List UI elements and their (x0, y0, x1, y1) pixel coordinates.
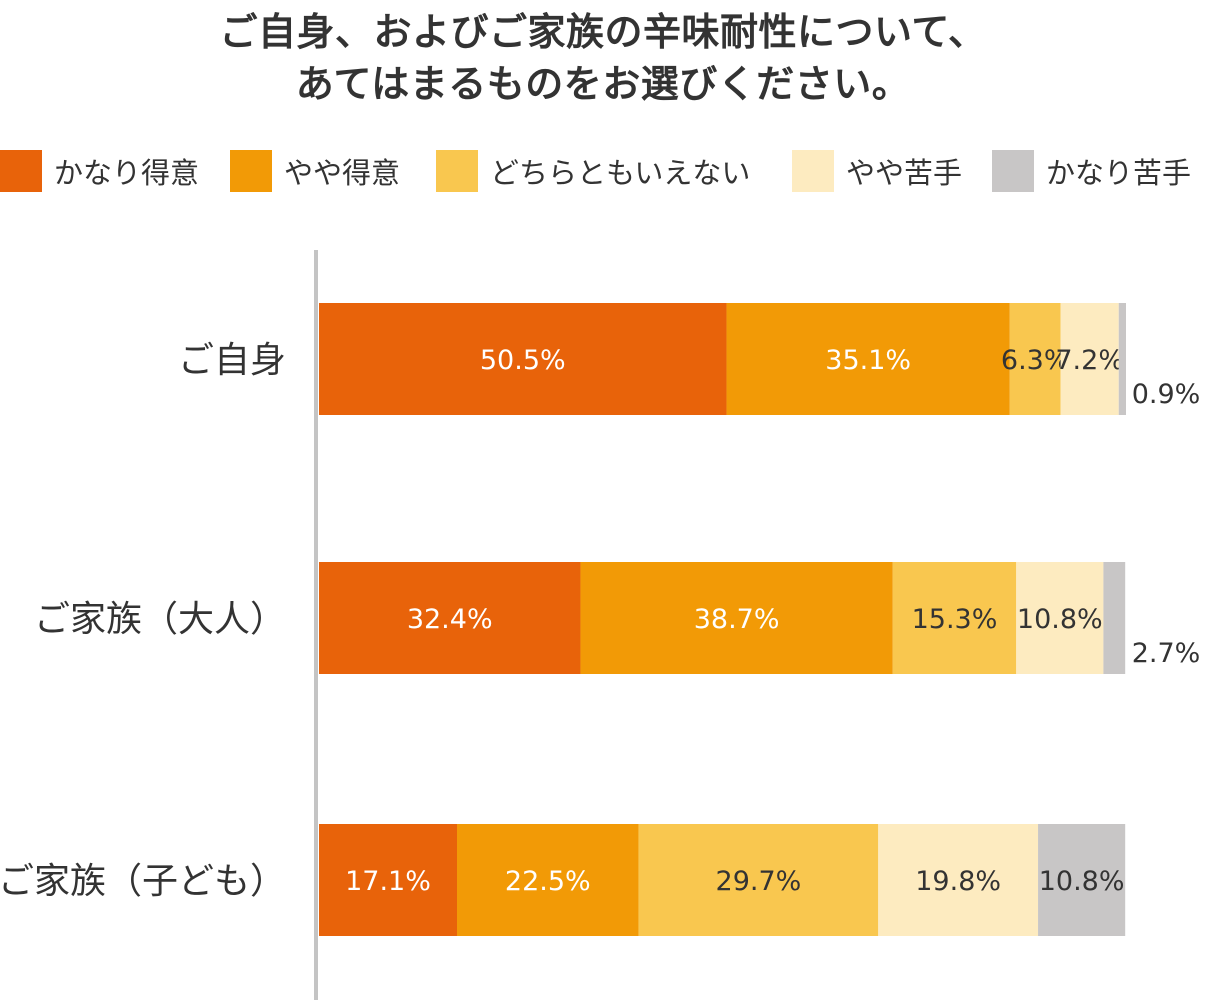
bar-segment-1-3 (1016, 562, 1104, 674)
bar-segment-0-3 (1060, 303, 1119, 415)
data-label-0-4: 0.9% (1132, 379, 1201, 410)
bar-segment-0-2 (1009, 303, 1061, 415)
bar-segment-2-3 (878, 824, 1039, 936)
data-label-0-0: 50.5% (480, 345, 566, 376)
bar-segment-2-2 (638, 824, 879, 936)
legend-label-4: かなり苦手 (1046, 156, 1192, 190)
legend-swatch-1 (230, 150, 272, 192)
bar-segment-1-1 (580, 562, 893, 674)
data-label-2-1: 22.5% (505, 866, 591, 897)
chart-title-line-1: ご自身、およびご家族の辛味耐性について、 (219, 10, 987, 54)
data-label-0-1: 35.1% (825, 345, 911, 376)
legend-item-2: どちらともいえない (436, 146, 750, 196)
bar-segment-0-0 (319, 303, 727, 415)
category-label-1: ご家族（大人） (34, 599, 286, 640)
chart-title: ご自身、およびご家族の辛味耐性について、 あてはまるものをお選びください。 (0, 6, 1206, 110)
data-label-1-0: 32.4% (407, 604, 493, 635)
legend-swatch-2 (436, 150, 478, 192)
legend-item-4: かなり苦手 (992, 146, 1191, 196)
data-label-1-3: 10.8% (1017, 604, 1103, 635)
data-label-2-4: 10.8% (1039, 866, 1125, 897)
category-label-0: ご自身 (178, 340, 286, 381)
bar-segment-2-0 (319, 824, 457, 936)
legend-item-1: やや得意 (230, 146, 400, 196)
legend-label-1: やや得意 (284, 156, 401, 190)
legend-item-3: やや苦手 (792, 146, 962, 196)
chart-title-line-2: あてはまるものをお選びください。 (295, 62, 911, 106)
data-label-2-0: 17.1% (345, 866, 431, 897)
data-label-1-1: 38.7% (694, 604, 780, 635)
legend: かなり得意 やや得意 どちらともいえない やや苦手 かなり苦手 (0, 146, 1206, 196)
legend-swatch-0 (0, 150, 42, 192)
data-label-1-2: 15.3% (912, 604, 998, 635)
data-label-2-3: 19.8% (915, 866, 1001, 897)
data-label-0-2: 6.3% (1001, 345, 1070, 376)
bar-segment-2-1 (456, 824, 639, 936)
legend-label-0: かなり得意 (54, 156, 200, 190)
legend-item-0: かなり得意 (0, 146, 199, 196)
legend-label-2: どちらともいえない (490, 156, 751, 190)
legend-swatch-4 (992, 150, 1034, 192)
category-label-2: ご家族（子ども） (0, 861, 286, 902)
bar-segment-0-4 (1118, 303, 1126, 415)
bar-segment-1-0 (319, 562, 581, 674)
bar-segment-0-1 (726, 303, 1010, 415)
data-label-0-3: 7.2% (1055, 345, 1124, 376)
data-label-1-4: 2.7% (1132, 638, 1201, 669)
bar-segment-1-4 (1103, 562, 1126, 674)
data-label-2-2: 29.7% (716, 866, 802, 897)
bar-segment-1-2 (892, 562, 1017, 674)
legend-swatch-3 (792, 150, 834, 192)
legend-label-3: やや苦手 (846, 156, 963, 190)
bar-segment-2-4 (1038, 824, 1126, 936)
